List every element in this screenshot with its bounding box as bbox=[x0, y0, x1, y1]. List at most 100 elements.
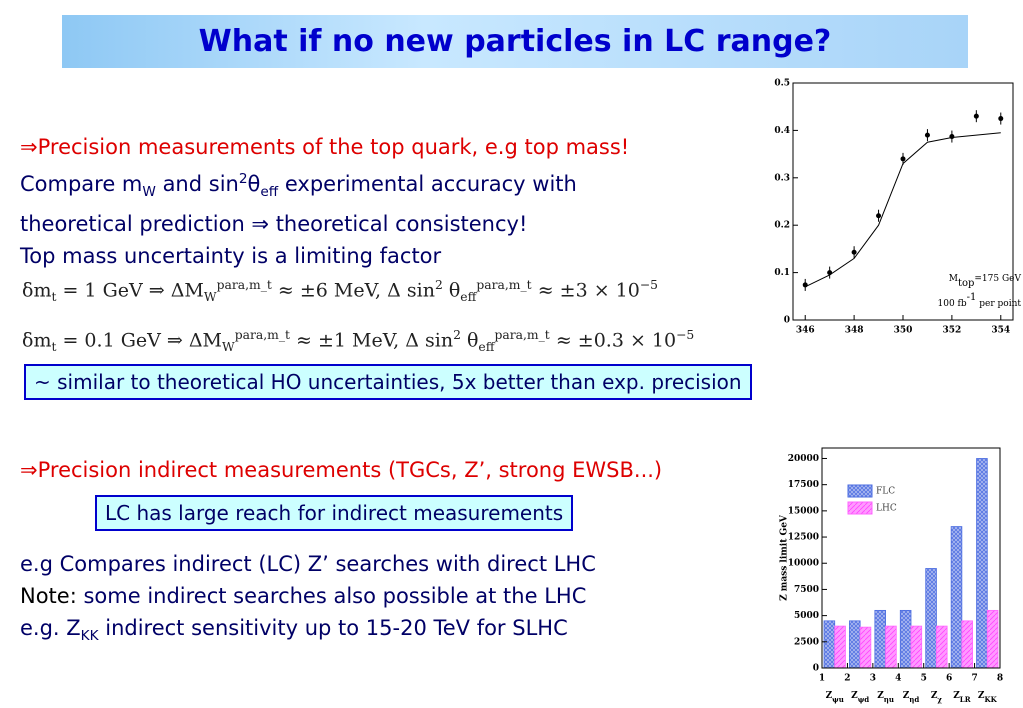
bar bbox=[961, 620, 973, 669]
y-tick-label: 2500 bbox=[794, 637, 819, 647]
y-tick-label: 7500 bbox=[794, 585, 819, 595]
text-part: eff bbox=[460, 290, 477, 305]
text-part: 2 bbox=[434, 278, 443, 292]
category-label: Zψd bbox=[851, 691, 869, 704]
text-part: para,m_t bbox=[494, 328, 550, 343]
x-tick-label: 348 bbox=[845, 326, 864, 336]
text-part: W bbox=[222, 340, 235, 355]
text-part: KK bbox=[80, 628, 99, 645]
text-part: W bbox=[203, 290, 217, 305]
category-label: Zψu bbox=[826, 691, 844, 704]
bar bbox=[874, 609, 886, 669]
text-part: δm bbox=[22, 279, 52, 302]
annotation-part: per point bbox=[976, 299, 1021, 309]
slide-title: What if no new particles in LC range? bbox=[62, 15, 968, 68]
plot-frame bbox=[792, 82, 1014, 321]
category-label: Zχ bbox=[931, 691, 943, 704]
text-part: ≈ ±6 MeV, Δ sin bbox=[271, 279, 435, 302]
plot-frame bbox=[821, 447, 1001, 669]
annotation-part: 100 fb bbox=[938, 299, 967, 309]
text-line: δmt = 1 GeV ⇒ ΔMWpara,m_t ≈ ±6 MeV, Δ si… bbox=[22, 266, 694, 316]
text-part: θ bbox=[442, 279, 461, 302]
bar bbox=[834, 625, 846, 669]
text-part: theoretical prediction ⇒ theoretical con… bbox=[20, 212, 528, 237]
legend-swatch bbox=[847, 484, 873, 498]
text-part: 2 bbox=[453, 328, 461, 343]
text-part: Top mass uncertainty is a limiting facto… bbox=[20, 244, 442, 269]
y-tick-label: 0 bbox=[784, 316, 790, 326]
point bbox=[900, 156, 906, 162]
bar bbox=[859, 626, 872, 669]
bar bbox=[936, 625, 948, 669]
section1: ⇒Precision measurements of the top quark… bbox=[20, 131, 629, 272]
text-part: experimental accuracy with bbox=[278, 172, 577, 196]
category-label: ZKK bbox=[978, 691, 998, 704]
box2: LC has large reach for indirect measurem… bbox=[95, 495, 574, 531]
category-label: ZLR bbox=[953, 691, 971, 704]
text-part: some indirect searches also possible at … bbox=[76, 584, 587, 608]
chart-z-mass: 0 2500 5000 7500 10000 12500 15000 17500 20000 1 2… bbox=[780, 447, 1003, 704]
bar bbox=[823, 620, 836, 669]
text-part: = 0.1 GeV ⇒ ΔM bbox=[56, 329, 223, 352]
x-tick-label: 8 bbox=[997, 674, 1003, 684]
text-part: e.g Compares indirect (LC) Z’ searches w… bbox=[20, 552, 596, 576]
bar bbox=[986, 609, 999, 669]
point bbox=[973, 113, 979, 119]
bar bbox=[976, 458, 988, 669]
x-tick-label: 346 bbox=[796, 326, 815, 336]
annotation: Mtop=175 GeV bbox=[949, 274, 1022, 290]
text-part: δm bbox=[22, 329, 52, 352]
bar bbox=[899, 609, 912, 669]
bar bbox=[849, 620, 861, 669]
x-tick-label: 5 bbox=[921, 674, 927, 684]
text-line: theoretical prediction ⇒ theoretical con… bbox=[20, 208, 629, 240]
chart-top-mass: 0 0.1 0.2 0.3 0.4 0.5 346 348 350 352 354 Mtop=175 … bbox=[774, 79, 1022, 336]
text-part: eff bbox=[478, 340, 495, 355]
category-label: Zηd bbox=[903, 691, 920, 704]
y-tick-label: 5000 bbox=[794, 611, 819, 621]
box1: ~ similar to theoretical HO uncertaintie… bbox=[24, 364, 752, 400]
x-tick-label: 4 bbox=[895, 674, 901, 684]
text-line: Top mass uncertainty is a limiting facto… bbox=[20, 240, 629, 272]
x-tick-label: 2 bbox=[844, 674, 850, 684]
text-part: 2 bbox=[238, 171, 248, 187]
text-line: δmt = 0.1 GeV ⇒ ΔMWpara,m_t ≈ ±1 MeV, Δ … bbox=[22, 316, 694, 366]
y-tick-label: 20000 bbox=[788, 454, 819, 464]
legend-swatch bbox=[847, 501, 873, 515]
legend-label: LHC bbox=[876, 504, 897, 514]
equations: δmt = 1 GeV ⇒ ΔMWpara,m_t ≈ ±6 MeV, Δ si… bbox=[22, 266, 694, 366]
y-tick-label: 0.2 bbox=[774, 221, 790, 231]
text-part: e.g. Z bbox=[20, 616, 81, 640]
text-line: e.g. ZKK indirect sensitivity up to 15-2… bbox=[20, 612, 596, 652]
x-tick-label: 354 bbox=[991, 326, 1010, 336]
text-part: indirect sensitivity up to 15-20 TeV for… bbox=[98, 616, 568, 640]
text-part: Compare m bbox=[20, 172, 143, 196]
y-tick-label: 0.5 bbox=[774, 79, 790, 89]
y-tick-label: 0.3 bbox=[774, 173, 790, 183]
y-axis-label: Z mass limit GeV bbox=[780, 514, 790, 601]
bar bbox=[910, 625, 923, 669]
point bbox=[924, 132, 930, 138]
x-tick-label: 7 bbox=[971, 674, 977, 684]
y-tick-label: 17500 bbox=[788, 480, 819, 490]
text-line: Compare mW and sin2θeff experimental acc… bbox=[20, 163, 629, 208]
text-part: −5 bbox=[639, 278, 659, 292]
text-part: W bbox=[142, 184, 156, 201]
text-part: θ bbox=[460, 329, 479, 352]
text-line: ⇒Precision measurements of the top quark… bbox=[20, 131, 629, 163]
section2: ⇒Precision indirect measurements (TGCs, … bbox=[20, 458, 663, 482]
annotation-part: =175 GeV bbox=[974, 274, 1021, 284]
text-part: para,m_t bbox=[216, 278, 272, 292]
x-tick-label: 1 bbox=[819, 674, 825, 684]
y-tick-label: 12500 bbox=[788, 533, 819, 543]
x-tick-label: 352 bbox=[942, 326, 961, 336]
category-label: Zηu bbox=[877, 691, 894, 704]
x-tick-label: 6 bbox=[946, 674, 952, 684]
y-tick-label: 10000 bbox=[788, 559, 819, 569]
point bbox=[998, 116, 1004, 122]
point bbox=[876, 213, 882, 219]
y-tick-label: 0.4 bbox=[774, 126, 790, 136]
y-tick-label: 0.1 bbox=[774, 268, 790, 278]
text-part: para,m_t bbox=[234, 328, 290, 343]
